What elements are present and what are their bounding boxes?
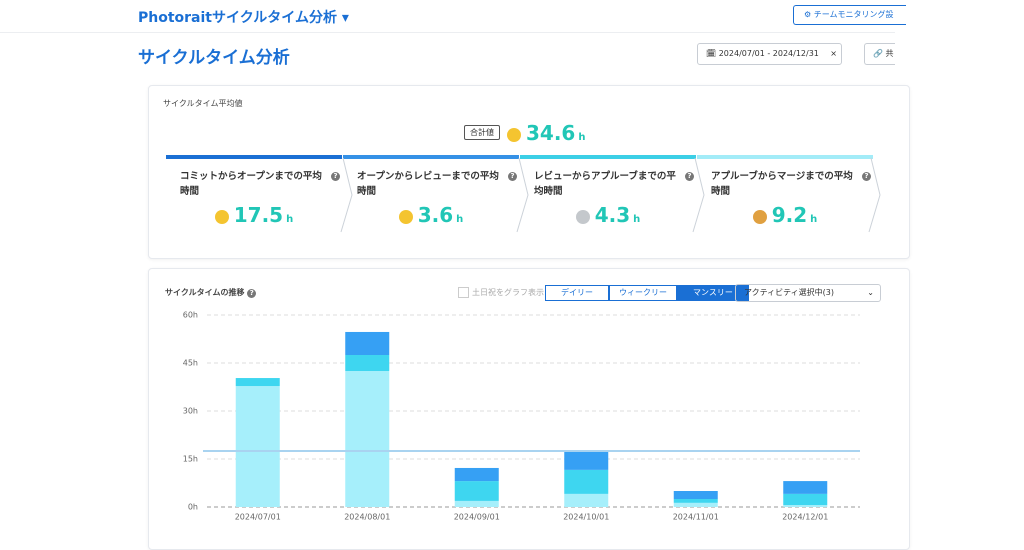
bar-segment [564,469,609,494]
y-tick-label: 0h [188,503,198,512]
weekend-text: 土日祝をグラフ表示 [472,288,544,297]
stage: オープンからレビューまでの平均時間? 3.6 h [343,155,519,235]
page-title: サイクルタイム分析 [138,48,290,68]
x-tick-label: 2024/07/01 [235,513,281,522]
activity-select[interactable]: アクティビティ選択中(3) ⌄ [735,284,881,302]
icon [507,127,521,142]
bar-segment [783,481,828,494]
total: 34.6 h [507,121,585,145]
stage-title: オープンからレビューまでの平均時間? [357,169,517,199]
total-label: 合計値 [464,125,500,140]
stage-title: レビューからアプルーブまでの平均時間? [534,169,694,199]
stage-value: 4.3 h [520,203,696,227]
summary-label: サイクルタイム平均値 [163,99,243,108]
period-tab[interactable]: デイリー [545,285,609,301]
unit: h [578,132,586,143]
x-tick-label: 2024/09/01 [454,513,500,522]
summary-card [148,85,910,259]
x-tick-label: 2024/08/01 [344,513,390,522]
chevrons [340,157,881,233]
help-icon: ? [685,172,694,181]
stage: コミットからオープンまでの平均時間? 17.5 h [166,155,342,235]
stage-value-text: 17.5 [233,203,284,227]
icon [398,209,413,224]
chart: 0h 15h 30h 45h 60h 2024/07/01 2024/08/01 2024/0… [183,311,860,522]
x-tick-label: 2024/11/01 [673,513,719,522]
stage-bar [343,155,519,159]
help-icon: ? [331,172,340,181]
stage-value: 9.2 h [697,203,873,227]
stage-title-text: アプルーブからマージまでの平均時間 [711,171,853,197]
y-tick-label: 15h [183,455,198,464]
app-title[interactable]: Photoraitサイクルタイム分析 ▾ [138,10,349,26]
share-button[interactable]: 🔗 共 [864,43,904,65]
date-range-text: 2024/07/01 - 2024/12/31 [718,49,819,58]
stage-value-text: 4.3 [594,203,631,227]
icon [752,209,767,224]
x-tick-label: 2024/12/01 [782,513,828,522]
stage-title-text: オープンからレビューまでの平均時間 [357,171,499,197]
bar-segment [235,378,280,387]
bar-segment [345,371,390,507]
x-tick-label: 2024/10/01 [563,513,609,522]
bar-segment [235,386,280,507]
stage-title-text: コミットからオープンまでの平均時間 [180,171,322,197]
bar-segment [564,493,609,507]
activity-text: アクティビティ選択中(3) [744,288,834,297]
stage-title: コミットからオープンまでの平均時間? [180,169,340,199]
app-title-text: Photoraitサイクルタイム分析 [138,10,338,26]
monitor-button-text: チームモニタリング設 [813,10,894,19]
weekend-toggle[interactable]: 土日祝をグラフ表示 [458,287,544,298]
page: Photoraitサイクルタイム分析 ▾ ⚙ チームモニタリング設 サイクルタイ… [0,5,1024,550]
period-tab[interactable]: ウィークリー [609,285,677,301]
total-value: 34.6 [526,121,576,145]
unit: h [633,214,641,225]
trend-title: サイクルタイムの推移 ? [165,287,257,298]
help-icon: ? [862,172,871,181]
stage-value: 3.6 h [343,203,519,227]
trend-title-text: サイクルタイムの推移 [165,288,245,297]
clip [895,32,1024,538]
stage: レビューからアプルーブまでの平均時間? 4.3 h [520,155,696,235]
stage-title: アプルーブからマージまでの平均時間? [711,169,871,199]
stage-value-text: 3.6 [417,203,454,227]
stage: アプルーブからマージまでの平均時間? 9.2 h [697,155,873,235]
bar-segment [345,355,390,371]
stage-bar [697,155,873,159]
bar-segment [564,451,609,470]
share-text: 共 [885,49,894,58]
icon [214,209,229,224]
stage-value-text: 9.2 [771,203,808,227]
bar-segment [783,493,828,506]
unit: h [456,214,464,225]
help-icon: ? [508,172,517,181]
stage-bar [520,155,696,159]
period-tab[interactable]: マンスリー [677,285,749,301]
period-tabs: デイリー ウィークリー マンスリー [545,285,749,301]
date-range[interactable]: 🗓 2024/07/01 - 2024/12/31 × [697,43,842,65]
y-tick-label: 30h [183,407,198,416]
bar-segment [783,505,828,507]
monitor-button[interactable]: ⚙ チームモニタリング設 [793,5,906,25]
unit: h [810,214,818,225]
bar-segment [454,481,499,501]
bar-segment [673,499,718,503]
bar-segment [454,500,499,507]
stage-value: 17.5 h [166,203,342,227]
divider [0,32,895,33]
icon [575,209,590,224]
bar-segment [673,491,718,499]
y-tick-label: 60h [183,311,198,320]
y-tick-label: 45h [183,359,198,368]
stage-title-text: レビューからアプルーブまでの平均時間 [534,171,676,197]
stage-bar [166,155,342,159]
bar-segment [454,467,499,482]
unit: h [286,214,294,225]
bar-segment [673,502,718,507]
bar-segment [345,331,390,355]
